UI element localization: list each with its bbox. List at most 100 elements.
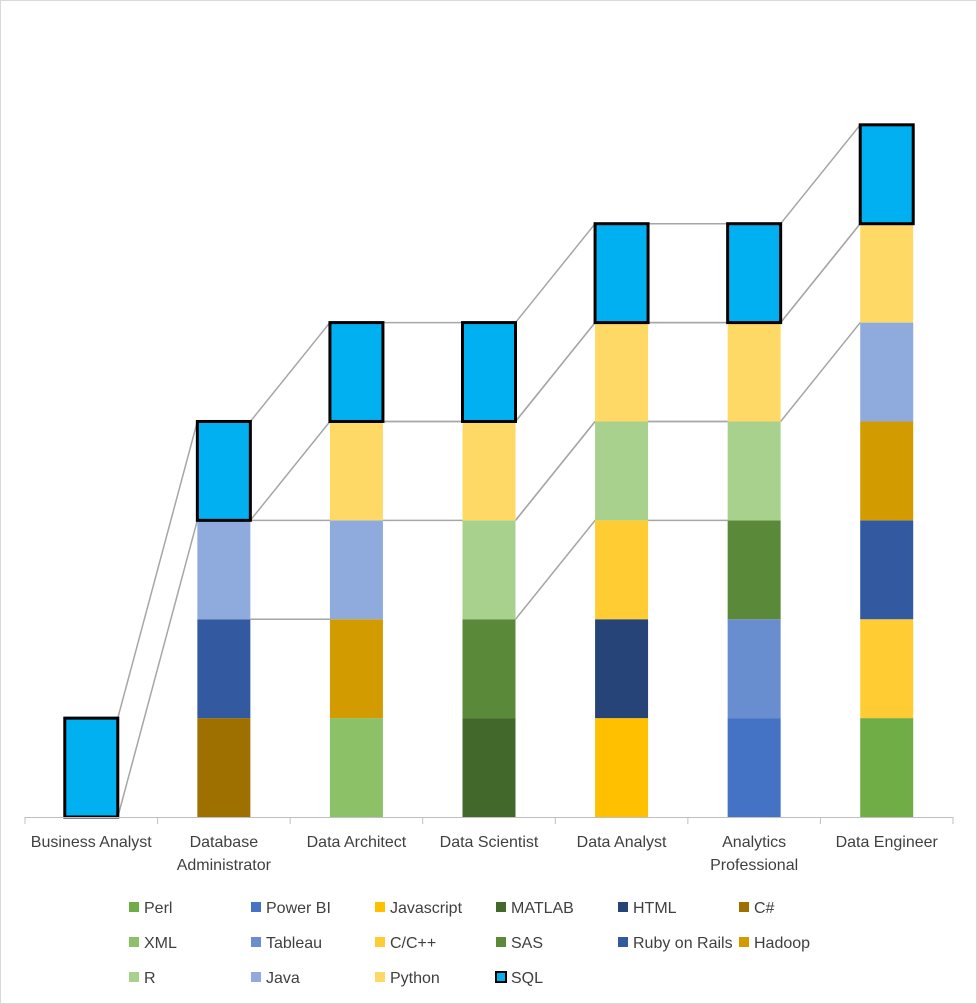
legend-label-sql: SQL [511, 970, 543, 987]
legend-swatch-xml [129, 937, 139, 947]
legend-swatch-python [375, 972, 385, 982]
legend-item-tableau: Tableau [251, 935, 322, 952]
series-lines [117, 124, 861, 818]
legend-item-power-bi: Power BI [251, 900, 331, 917]
legend-swatch-csharp [739, 902, 749, 912]
bar-data-scientist-matlab [462, 718, 516, 817]
bar-data-engineer-ruby-on-rails [860, 520, 914, 620]
bar-data-analyst-html [595, 619, 649, 719]
series-line-python-5-bottom [780, 322, 861, 422]
bar-data-engineer-sql [858, 123, 915, 226]
series-line-python-3-bottom [514, 421, 596, 521]
bar-data-engineer-hadoop [860, 421, 914, 521]
legend-swatch-r [129, 972, 139, 982]
legend-label-csharp: C# [754, 900, 775, 917]
bar-data-analyst-javascript [595, 718, 649, 817]
legend-swatch-java [251, 972, 261, 982]
legend-label-sas: SAS [511, 935, 543, 952]
category-label-analytics-professional: Analytics Professional [710, 834, 798, 874]
category-label-data-analyst: Data Analyst [577, 834, 667, 851]
legend-label-ruby-on-rails: Ruby on Rails [633, 935, 733, 952]
legend-swatch-ruby-on-rails [618, 937, 628, 947]
legend-item-sql: SQL [495, 970, 543, 987]
series-line-sql-3-top [514, 223, 596, 324]
legend-swatch-javascript [375, 902, 385, 912]
legend-item-javascript: Javascript [375, 900, 463, 917]
legend-item-java: Java [251, 970, 300, 987]
legend-item-r: R [129, 970, 156, 987]
bar-data-architect-sql [328, 321, 385, 423]
legend: Perl Power BI Javascript MATLAB HTML C# XML Tab… [129, 900, 810, 987]
legend-swatch-tableau [251, 937, 261, 947]
bar-data-analyst-r [595, 421, 649, 521]
bar-data-engineer-java [860, 322, 914, 422]
bar-analytics-professional-tableau [727, 619, 781, 719]
bar-analytics-professional-sas [727, 520, 781, 620]
bar-data-architect-xml [329, 718, 383, 817]
legend-label-tableau: Tableau [266, 935, 322, 952]
bar-data-engineer-perl [860, 718, 914, 817]
series-line-sql-5-bottom [780, 223, 861, 324]
series-line-sql-0-top [117, 421, 199, 719]
bar-analytics-professional-sql [726, 222, 783, 325]
legend-item-csharp: C# [739, 900, 775, 917]
legend-item-matlab: MATLAB [496, 900, 574, 917]
category-label-data-architect: Data Architect [307, 834, 407, 851]
bar-analytics-professional-power-bi [727, 718, 781, 817]
bar-analytics-professional-r [727, 421, 781, 521]
bar-analytics-professional-python [727, 322, 781, 422]
legend-label-perl: Perl [144, 900, 172, 917]
legend-item-sas: SAS [496, 935, 543, 952]
series-line-sql-3-bottom [514, 322, 596, 422]
x-axis [24, 817, 954, 824]
bar-data-scientist-sql [461, 321, 517, 423]
series-line-sql-1-top [249, 322, 331, 422]
legend-item-xml: XML [129, 935, 177, 952]
category-label-database-administrator: Database Administrator [177, 834, 272, 874]
bar-data-scientist-python [462, 421, 516, 521]
legend-label-javascript: Javascript [390, 900, 463, 917]
category-labels: Business Analyst Database Administrator Dat… [31, 834, 939, 874]
legend-item-ruby-on-rails: Ruby on Rails [618, 935, 733, 952]
series-line-r-3-bottom [514, 519, 596, 620]
category-label-business-analyst: Business Analyst [31, 834, 153, 851]
legend-swatch-perl [129, 902, 139, 912]
bar-database-administrator-csharp [197, 718, 251, 817]
legend-label-hadoop: Hadoop [754, 935, 810, 952]
legend-swatch-power-bi [251, 902, 261, 912]
legend-item-html: HTML [618, 900, 677, 917]
bar-data-analyst-c-cpp [595, 520, 649, 620]
bar-data-architect-python [329, 421, 383, 521]
legend-swatch-matlab [496, 902, 506, 912]
category-label-data-scientist: Data Scientist [440, 834, 539, 851]
bar-data-analyst-python [595, 322, 649, 422]
legend-item-hadoop: Hadoop [739, 935, 810, 952]
legend-item-c-cpp: C/C++ [375, 935, 436, 952]
legend-swatch-html [618, 902, 628, 912]
legend-label-c-cpp: C/C++ [390, 935, 436, 952]
legend-swatch-hadoop [739, 937, 749, 947]
bar-data-architect-hadoop [329, 619, 383, 719]
bar-data-engineer-python [860, 223, 914, 323]
legend-item-perl: Perl [129, 900, 172, 917]
legend-label-power-bi: Power BI [266, 900, 331, 917]
bar-data-engineer-c-cpp [860, 619, 914, 719]
bar-data-analyst-sql [593, 222, 650, 325]
legend-label-python: Python [390, 970, 440, 987]
series-line-sql-0-bottom [117, 520, 199, 818]
bar-database-administrator-java [197, 520, 251, 620]
bar-database-administrator-ruby-on-rails [197, 619, 251, 719]
series-line-sql-5-top [780, 124, 861, 225]
legend-label-html: HTML [633, 900, 677, 917]
legend-label-xml: XML [144, 935, 177, 952]
series-line-sql-1-bottom [249, 421, 331, 521]
legend-swatch-sql [495, 971, 507, 983]
legend-label-r: R [144, 970, 156, 987]
bar-business-analyst-sql [63, 716, 120, 819]
bar-data-scientist-r [462, 520, 516, 620]
bar-data-architect-java [329, 520, 383, 620]
category-label-data-engineer: Data Engineer [836, 834, 939, 851]
bars [63, 123, 915, 819]
